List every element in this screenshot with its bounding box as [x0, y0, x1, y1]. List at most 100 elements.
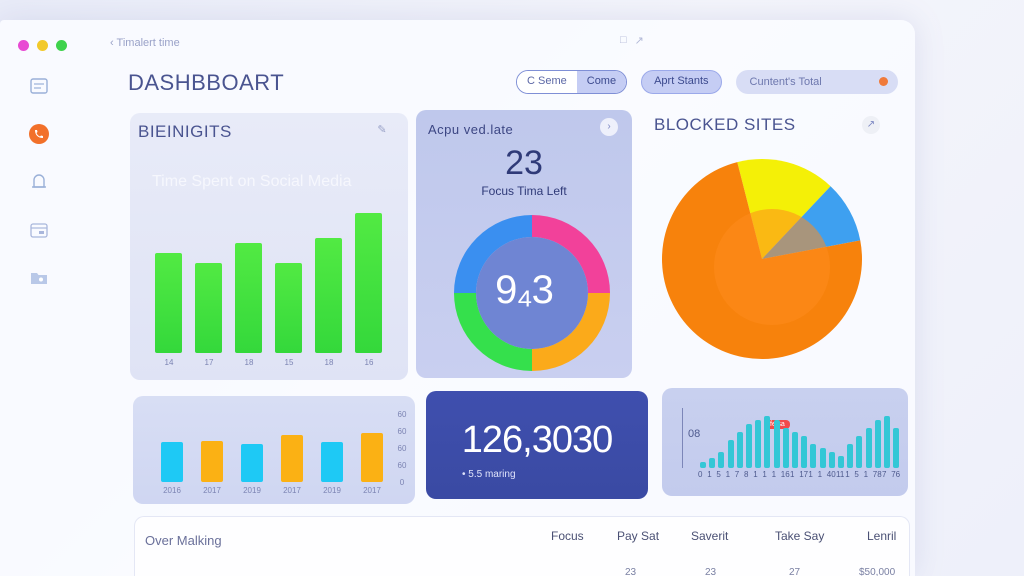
bar[interactable] — [838, 456, 844, 468]
search-placeholder: Cuntent's Total — [749, 76, 822, 88]
bar[interactable] — [810, 444, 817, 468]
table-cell: 23 — [705, 567, 717, 576]
bar[interactable] — [155, 253, 182, 353]
calendar-icon[interactable] — [28, 219, 50, 241]
bar[interactable] — [201, 441, 223, 482]
y-tick-label: 60 — [397, 444, 407, 453]
total-caption: • 5.5 maring — [462, 469, 516, 480]
bar[interactable] — [755, 420, 762, 468]
bar[interactable] — [700, 462, 706, 468]
page-title: DASHBBOART — [128, 70, 285, 95]
window-controls — [18, 40, 67, 51]
segment-right[interactable]: Come — [576, 71, 627, 93]
column-header[interactable]: Saverit — [691, 529, 729, 543]
column-header[interactable]: Take Say — [775, 529, 825, 543]
bell-icon[interactable] — [28, 171, 50, 193]
bar[interactable] — [828, 452, 835, 468]
x-tick-label: 40 — [826, 470, 836, 479]
histogram-left-label: 08 — [688, 428, 701, 440]
bar[interactable] — [847, 444, 854, 468]
back-arrow-icon[interactable]: ‹ — [110, 37, 114, 49]
bar[interactable] — [736, 432, 743, 468]
segment-left[interactable]: C Seme — [517, 71, 577, 93]
x-tick-label: 5 — [716, 470, 721, 479]
bar[interactable] — [727, 440, 734, 468]
bar[interactable] — [884, 416, 890, 468]
bar[interactable] — [874, 420, 881, 468]
x-tick-label: 1 — [707, 470, 712, 479]
bar[interactable] — [275, 263, 302, 353]
bar[interactable] — [718, 452, 725, 468]
bar[interactable] — [856, 436, 863, 468]
donut-center — [476, 237, 588, 349]
x-tick-label: 7 — [882, 470, 887, 479]
focus-label: Focus Tima Left — [481, 184, 567, 198]
x-tick-label: 1 — [725, 470, 731, 479]
donut-slice[interactable] — [454, 215, 532, 293]
x-tick-label: 8 — [744, 470, 749, 479]
bar[interactable] — [782, 428, 789, 468]
x-tick-label: 1 — [753, 470, 758, 479]
record-icon[interactable] — [878, 77, 888, 86]
column-header[interactable]: Lenril — [867, 529, 897, 543]
x-tick-label: 18 — [324, 358, 334, 367]
y-tick-label: 60 — [397, 410, 407, 419]
folder-icon[interactable] — [28, 267, 50, 289]
total-value: 126,3030 — [461, 419, 614, 461]
bar[interactable] — [801, 436, 808, 468]
focus-value: 23 — [505, 144, 543, 182]
bar[interactable] — [361, 433, 383, 482]
sidebar — [22, 75, 56, 289]
yearly-bar-card: 2016 2017 2019 2017 2019 2017 60 60 60 60 0 — [133, 396, 415, 504]
x-tick-label: 11 — [836, 470, 845, 479]
x-tick-label: 17 — [204, 358, 214, 367]
expand-icon[interactable]: ↗ — [862, 116, 880, 134]
minimize-window-button[interactable] — [37, 40, 48, 51]
share-icon[interactable]: ↗ — [634, 35, 644, 47]
phone-icon[interactable] — [28, 123, 50, 145]
y-tick-label: 60 — [397, 461, 407, 470]
column-header[interactable]: Pay Sat — [617, 529, 660, 543]
focus-card: Acpu ved.late › 23 Focus Tima Left 9₄3 — [416, 110, 632, 378]
bar[interactable] — [235, 243, 262, 353]
bar[interactable] — [709, 458, 716, 468]
document-icon[interactable] — [28, 75, 50, 97]
bar[interactable] — [281, 435, 303, 482]
info-icon[interactable]: › — [600, 118, 618, 136]
start-button[interactable]: Aprt Stants — [641, 70, 722, 94]
donut-slice[interactable] — [532, 293, 610, 371]
bar[interactable] — [865, 428, 872, 468]
bar[interactable] — [321, 442, 343, 482]
bar[interactable] — [893, 428, 900, 468]
bar[interactable] — [315, 238, 342, 353]
bar[interactable] — [746, 424, 752, 468]
bar[interactable] — [161, 442, 183, 482]
bar[interactable] — [355, 213, 382, 353]
bar[interactable] — [819, 448, 826, 468]
window-title: ‹ Timalert time — [110, 37, 180, 49]
search-input[interactable]: Cuntent's Total — [735, 70, 898, 94]
x-tick-label: 18 — [244, 358, 254, 367]
focus-donut-chart — [454, 215, 610, 371]
column-header[interactable]: Focus — [551, 529, 584, 543]
close-window-button[interactable] — [18, 40, 29, 51]
x-tick-label: 1 — [817, 470, 823, 479]
x-tick-label: 76 — [891, 470, 901, 479]
bar[interactable] — [764, 416, 771, 468]
x-tick-label: 1 — [790, 470, 795, 479]
donut-slice[interactable] — [532, 215, 610, 293]
edit-icon[interactable]: ✎ — [377, 124, 387, 136]
x-tick-label: 2017 — [203, 486, 221, 495]
window-top-icons: □ ↗ — [620, 34, 644, 47]
bar[interactable] — [773, 420, 780, 468]
maximize-window-button[interactable] — [56, 40, 67, 51]
bar[interactable] — [241, 444, 263, 482]
tab-icon[interactable]: □ — [620, 34, 627, 46]
x-tick-label: 2016 — [163, 486, 181, 495]
ring-value: 9₄3 — [495, 268, 554, 312]
bar[interactable] — [195, 263, 222, 353]
table-cell: $50,000 — [859, 567, 896, 576]
donut-slice[interactable] — [454, 293, 532, 371]
segmented-control: C Seme Come — [516, 70, 628, 94]
bar[interactable] — [792, 432, 798, 468]
